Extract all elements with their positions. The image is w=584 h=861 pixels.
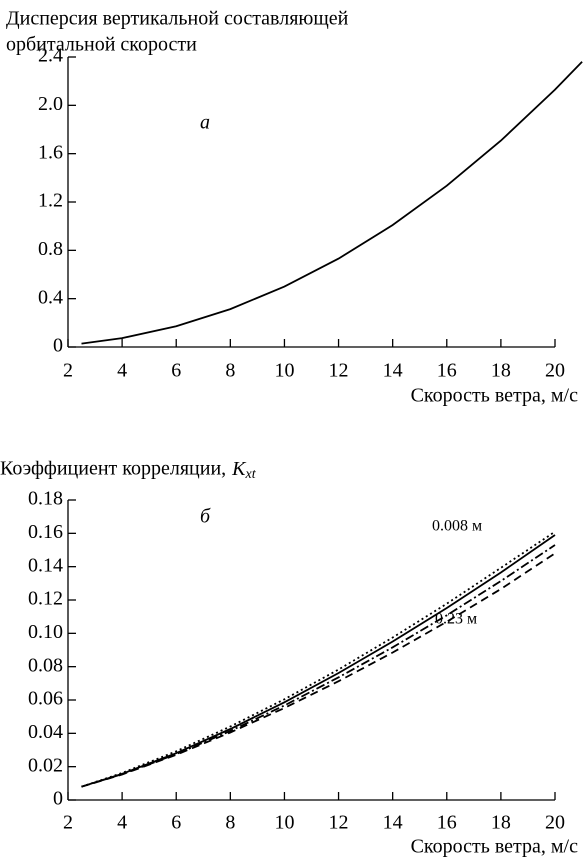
chart-title: Дисперсия вертикальной составляющей <box>6 8 349 30</box>
y-tick-label: 0.08 <box>28 654 63 676</box>
y-tick-label: 0 <box>53 335 63 357</box>
x-tick-label: 6 <box>171 360 181 382</box>
chart-title: орбитальной скорости <box>6 34 197 56</box>
x-axis-label: Скорость ветра, м/с <box>411 836 579 858</box>
x-tick-label: 4 <box>117 812 127 834</box>
x-tick-label: 2 <box>63 812 73 834</box>
x-axis-label: Скорость ветра, м/с <box>411 385 579 407</box>
curve <box>81 61 583 345</box>
y-tick-label: 0.10 <box>28 621 63 643</box>
y-tick-label: 0.02 <box>28 754 63 776</box>
y-tick-label: 0.06 <box>28 688 63 710</box>
y-tick-label: 0.04 <box>28 721 63 743</box>
x-tick-label: 16 <box>437 360 457 382</box>
x-tick-label: 16 <box>437 812 457 834</box>
chart-title: Коэффициент корреляции, <box>0 458 226 480</box>
y-tick-label: 0.4 <box>38 286 63 308</box>
y-tick-label: 2.0 <box>38 93 63 115</box>
x-tick-label: 18 <box>491 360 511 382</box>
y-tick-label: 0.18 <box>28 488 63 510</box>
panel-label: а <box>200 112 210 134</box>
x-tick-label: 20 <box>545 360 565 382</box>
curve <box>81 534 556 788</box>
x-tick-label: 14 <box>383 360 403 382</box>
x-tick-label: 12 <box>329 812 349 834</box>
y-tick-label: 0 <box>53 788 63 810</box>
curve <box>81 552 556 788</box>
x-tick-label: 2 <box>63 360 73 382</box>
title-symbol-letter: K <box>231 458 247 480</box>
x-tick-label: 4 <box>117 360 127 382</box>
x-tick-label: 12 <box>329 360 349 382</box>
y-tick-label: 0.8 <box>38 238 63 260</box>
x-tick-label: 8 <box>225 812 235 834</box>
x-tick-label: 6 <box>171 812 181 834</box>
x-tick-label: 10 <box>274 360 294 382</box>
title-symbol: Kxt <box>231 458 257 483</box>
x-tick-label: 10 <box>274 812 294 834</box>
y-tick-label: 0.12 <box>28 588 63 610</box>
curve <box>81 544 556 788</box>
y-tick-label: 0.14 <box>28 554 63 576</box>
series-label: 0.008 м <box>432 518 482 535</box>
panel-label: б <box>200 506 211 528</box>
x-tick-label: 18 <box>491 812 511 834</box>
title-subscript: xt <box>245 467 257 482</box>
series-label: 0.23 м <box>435 611 477 628</box>
y-tick-label: 2.4 <box>38 45 63 67</box>
x-tick-label: 8 <box>225 360 235 382</box>
curve <box>81 530 556 788</box>
x-tick-label: 20 <box>545 812 565 834</box>
y-tick-label: 0.16 <box>28 521 63 543</box>
y-tick-label: 1.2 <box>38 190 63 212</box>
x-tick-label: 14 <box>383 812 403 834</box>
y-tick-label: 1.6 <box>38 141 63 163</box>
